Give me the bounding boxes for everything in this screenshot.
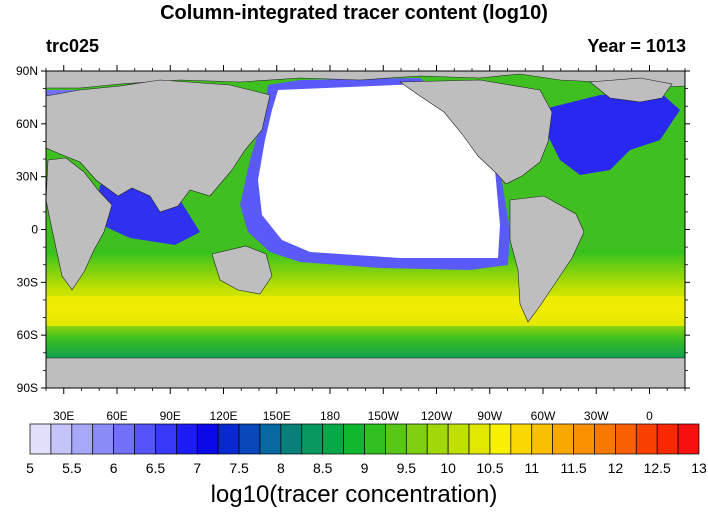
colorbar-tick-label: 6.5 [146,460,166,476]
colorbar-swatch [92,423,114,455]
colorbar-tick-label: 11.5 [560,460,586,476]
colorbar-swatch [635,423,658,455]
lat-tick-label: 60S [17,328,38,342]
lon-tick-label: 30E [53,409,74,423]
colorbar-swatch [364,423,386,455]
colorbar-swatch [29,423,52,455]
colorbar-swatch [134,423,156,455]
colorbar-swatch [259,423,282,455]
colorbar-swatch [615,423,637,455]
colorbar-swatch [656,423,679,455]
colorbar-tick-label: 6 [110,460,118,476]
colorbar-swatch [238,423,261,455]
colorbar-swatch [196,423,219,455]
lon-tick-label: 150E [263,409,291,423]
colorbar-tick-label: 8 [277,460,285,476]
colorbar-swatch [573,423,595,455]
colorbar-tick-label: 10 [440,460,456,476]
colorbar-tick-label: 5 [26,460,34,476]
lat-tick-label: 60N [16,117,38,131]
colorbar-tick-label: 11 [524,460,539,476]
colorbar-swatch [301,423,324,455]
lat-tick-label: 90S [17,381,38,395]
lon-tick-label: 150W [368,409,400,423]
colorbar-swatch [552,423,574,455]
colorbar-swatch [468,423,491,455]
eurasia [46,79,271,213]
north-atlantic-low [540,92,680,175]
southern-ocean-max-band [46,296,685,326]
colorbar-swatch [405,423,428,455]
colorbar-swatch [489,423,512,455]
south-america [509,195,585,323]
colorbar-swatch [175,423,198,455]
colorbar-swatch [322,423,344,455]
colorbar-tick-label: 7.5 [229,460,249,476]
lon-tick-label: 0 [646,409,653,423]
pacific-missing-region [258,84,500,258]
colorbar-tick-label: 13 [691,460,707,476]
colorbar-swatch [280,423,303,455]
lon-tick-label: 120E [209,409,237,423]
colorbar-tick-label: 7 [193,460,201,476]
lon-tick-label: 60E [106,409,127,423]
africa [46,157,113,291]
lon-tick-label: 180 [320,409,340,423]
colorbar-swatch [594,423,616,455]
lon-tick-label: 120W [421,409,453,423]
colorbar-swatch [677,423,700,455]
colorbar-swatch [113,423,135,455]
colorbar-tick-label: 10.5 [476,460,503,476]
colorbar-title: log10(tracer concentration) [210,481,498,508]
longitude-axis: 30E 60E 90E 120E 150E 180 150W 120W 90W 60W 30W 0 [45,65,686,423]
year-label: Year = 1013 [587,36,686,56]
north-america [399,79,553,185]
lat-tick-label: 30N [16,170,38,184]
map-field [46,71,685,388]
colorbar: 5 5.5 6 6.5 7 7.5 8 8.5 9 9.5 10 10.5 11 11.5 12 12.5 13 [26,423,707,476]
lat-tick-label: 90N [16,64,38,78]
plot-title: Column-integrated tracer content (log10) [160,2,548,24]
colorbar-tick-label: 9 [361,460,369,476]
tracer-name-label: trc025 [46,36,100,56]
colorbar-swatch [385,423,407,455]
colorbar-swatch [217,423,240,455]
colorbar-swatch [50,423,73,455]
antarctica [46,357,685,388]
colorbar-tick-label: 8.5 [313,460,333,476]
latitude-axis: 90N 60N 30N 0 30S 60S 90S [16,64,690,395]
lon-tick-label: 90E [160,409,181,423]
colorbar-tick-label: 9.5 [397,460,417,476]
lat-tick-label: 30S [17,275,38,289]
colorbar-swatch [343,423,365,455]
colorbar-swatch [510,423,533,455]
colorbar-swatch [426,423,449,455]
greenland [589,77,673,103]
lat-tick-label: 0 [31,223,38,237]
colorbar-swatch [71,423,94,455]
indian-ocean-low [95,180,200,245]
colorbar-swatch [531,423,554,455]
colorbar-tick-label: 12 [608,460,624,476]
lon-tick-label: 30W [584,409,609,423]
colorbar-swatch [447,423,470,455]
colorbar-swatch [155,423,177,455]
colorbar-tick-label: 12.5 [644,460,671,476]
land-masses [46,71,685,388]
australia [211,245,273,295]
lon-tick-label: 60W [531,409,556,423]
colorbar-tick-label: 5.5 [62,460,82,476]
lon-tick-label: 90W [477,409,502,423]
